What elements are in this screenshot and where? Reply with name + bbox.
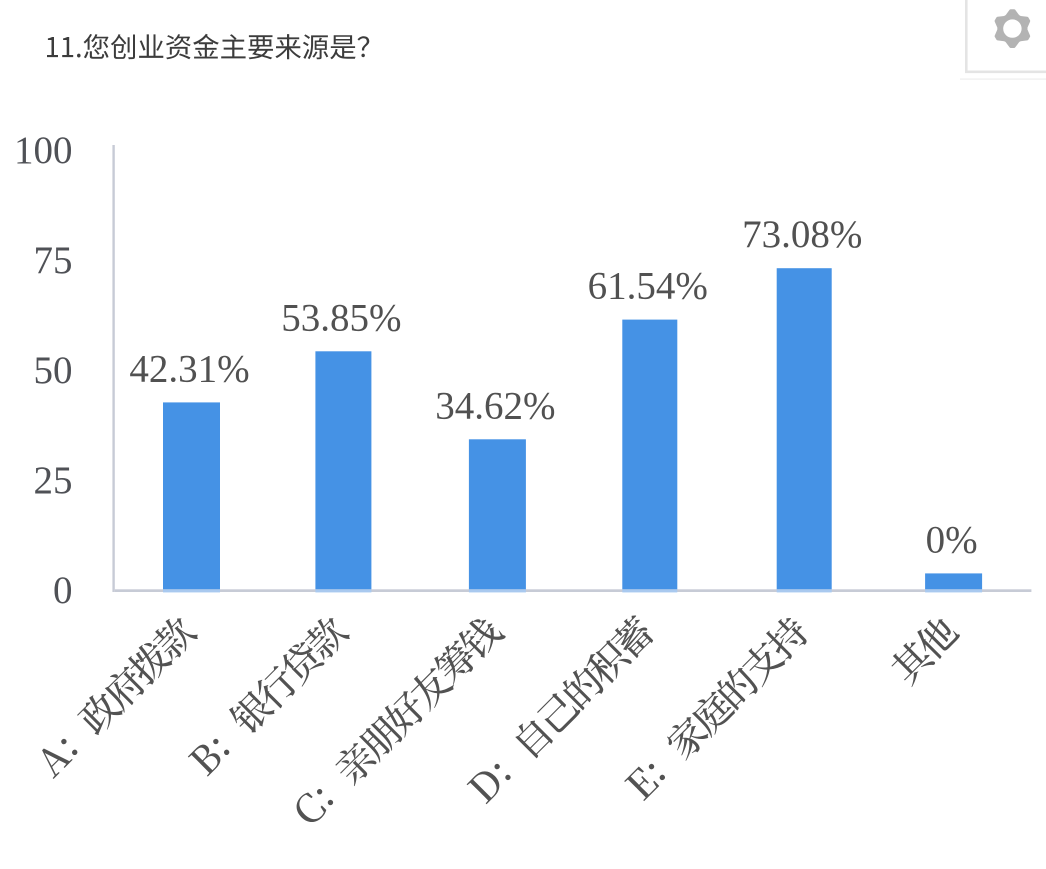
svg-text:100: 100 xyxy=(14,129,73,172)
svg-text:53.85%: 53.85% xyxy=(281,296,401,339)
svg-text:34.62%: 34.62% xyxy=(435,384,555,427)
svg-text:50: 50 xyxy=(34,349,73,392)
svg-text:0: 0 xyxy=(53,569,73,612)
svg-text:0%: 0% xyxy=(926,518,978,561)
svg-text:25: 25 xyxy=(34,459,73,502)
svg-text:61.54%: 61.54% xyxy=(588,265,708,308)
svg-text:42.31%: 42.31% xyxy=(129,347,249,390)
svg-text:75: 75 xyxy=(34,239,73,282)
svg-text:73.08%: 73.08% xyxy=(742,213,862,256)
